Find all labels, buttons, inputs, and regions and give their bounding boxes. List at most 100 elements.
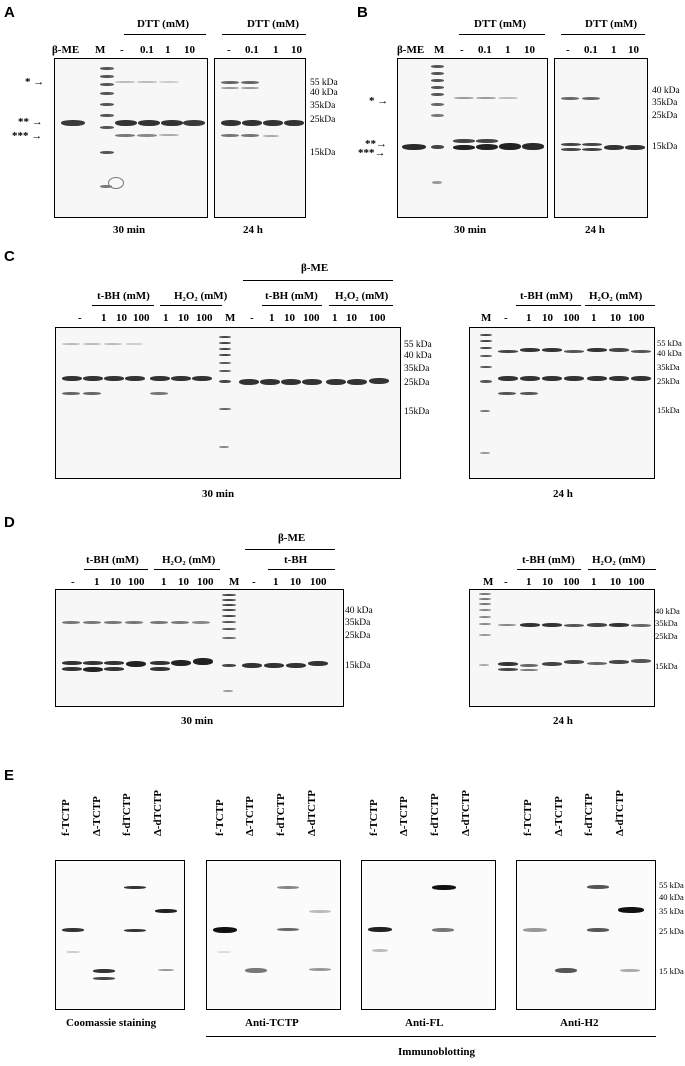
gel-band bbox=[62, 343, 80, 345]
gel-c-24h bbox=[469, 327, 655, 479]
d-mw-15: 15kDa bbox=[345, 661, 371, 671]
a-lane-c4: 0.1 bbox=[245, 44, 259, 56]
e3-lane-label: Δ-dTCTP bbox=[460, 789, 472, 836]
d-h2o2-header: H₂O₂ (mM) bbox=[162, 554, 216, 566]
c2-mw-35: 35kDa bbox=[657, 362, 680, 372]
gel-band bbox=[308, 661, 328, 666]
gel-band bbox=[520, 669, 538, 671]
gel-band bbox=[171, 660, 191, 666]
gel-band bbox=[609, 660, 629, 664]
marker-band bbox=[479, 634, 491, 636]
marker-band bbox=[431, 114, 444, 117]
a-mw-25: 25kDa bbox=[310, 115, 336, 125]
b-time-24: 24 h bbox=[585, 224, 605, 236]
gel-band bbox=[631, 659, 651, 663]
e-caption-coomassie: Coomassie staining bbox=[66, 1017, 157, 1029]
gel-band bbox=[115, 134, 135, 137]
d-lane: 10 bbox=[178, 576, 189, 588]
e4-lane-label: Δ-dTCTP bbox=[614, 789, 626, 836]
gel-band bbox=[561, 143, 581, 146]
gel-band bbox=[498, 662, 518, 666]
blot-e-anti-tctp bbox=[206, 860, 341, 1010]
gel-band bbox=[625, 145, 645, 150]
marker-band bbox=[222, 637, 236, 639]
c2-lane-dash: - bbox=[504, 312, 508, 324]
gel-band bbox=[62, 621, 80, 624]
marker-band bbox=[223, 690, 233, 692]
marker-band bbox=[480, 452, 490, 454]
gel-band bbox=[453, 145, 475, 150]
b-mw-15: 15kDa bbox=[652, 142, 678, 152]
c2-mw-15: 15kDa bbox=[657, 405, 680, 415]
e-mw-40: 40 kDa bbox=[659, 892, 684, 902]
gel-band bbox=[115, 120, 137, 126]
marker-band bbox=[219, 370, 231, 372]
gel-d-30min bbox=[55, 589, 344, 707]
e-mw-55: 55 kDa bbox=[659, 880, 684, 890]
d2-marker-label: M bbox=[483, 576, 494, 588]
gel-band bbox=[604, 145, 624, 150]
gel-band bbox=[561, 97, 579, 100]
d2-mw-35: 35kDa bbox=[655, 618, 678, 628]
gel-band bbox=[161, 120, 183, 126]
marker-band bbox=[479, 598, 491, 600]
d2-lane: 10 bbox=[542, 576, 553, 588]
b-bme-label: β-ME bbox=[397, 44, 425, 56]
gel-band bbox=[124, 886, 146, 889]
d2-time-24: 24 h bbox=[553, 715, 573, 727]
gel-band bbox=[83, 621, 101, 624]
gel-band bbox=[542, 662, 562, 666]
e2-lane-label: Δ-dTCTP bbox=[306, 789, 318, 836]
gel-band bbox=[498, 624, 516, 626]
d-lane: 1 bbox=[161, 576, 167, 588]
gel-band bbox=[159, 81, 179, 83]
marker-band bbox=[432, 181, 442, 184]
c-lane: 100 bbox=[133, 312, 150, 324]
a-arrow-3: *** → bbox=[12, 130, 43, 142]
d2-h2o2-underline bbox=[588, 569, 656, 570]
d2-mw-15: 15kDa bbox=[655, 661, 678, 671]
c-lane: 100 bbox=[369, 312, 386, 324]
c2-marker-label: M bbox=[481, 312, 492, 324]
b-mw-25: 25kDa bbox=[652, 111, 678, 121]
d-bme-underline bbox=[245, 549, 335, 550]
marker-band bbox=[222, 599, 236, 601]
gel-band bbox=[61, 120, 85, 126]
c-bme-group-label: β-ME bbox=[301, 262, 329, 274]
a-lane-c6: 10 bbox=[291, 44, 302, 56]
gel-band bbox=[498, 668, 518, 671]
b-dtt-underline-2 bbox=[561, 34, 645, 35]
gel-band bbox=[520, 623, 540, 627]
c-bme-underline bbox=[243, 280, 393, 281]
marker-band bbox=[479, 616, 491, 618]
c-tbh-header-2: t-BH (mM) bbox=[265, 290, 318, 302]
gel-band bbox=[347, 379, 367, 385]
gel-band bbox=[476, 139, 498, 143]
a-mw-55: 55 kDa bbox=[310, 78, 338, 88]
a-time-30: 30 min bbox=[113, 224, 146, 236]
c-h2o2-header-2: H₂O₂ (mM) bbox=[335, 290, 389, 302]
gel-band bbox=[171, 621, 189, 624]
gel-band bbox=[124, 929, 146, 932]
gel-band bbox=[520, 664, 538, 667]
a-marker-label: M bbox=[95, 44, 106, 56]
e-caption-anti-fl: Anti-FL bbox=[405, 1017, 444, 1029]
e1-lane-label: Δ-dTCTP bbox=[152, 789, 164, 836]
c2-time-24: 24 h bbox=[553, 488, 573, 500]
marker-band bbox=[222, 615, 236, 617]
c-lane: 1 bbox=[163, 312, 169, 324]
marker-band bbox=[219, 362, 231, 364]
a-lane-c1: 0.1 bbox=[140, 44, 154, 56]
gel-band bbox=[192, 621, 210, 624]
b-mw-40: 40 kDa bbox=[652, 86, 680, 96]
gel-band bbox=[150, 661, 170, 665]
gel-band bbox=[263, 135, 279, 137]
c-lane: 1 bbox=[269, 312, 275, 324]
b-lane-c5: 1 bbox=[611, 44, 617, 56]
c-mw-55: 55 kDa bbox=[404, 340, 432, 350]
d2-lane: 100 bbox=[563, 576, 580, 588]
gel-band bbox=[631, 376, 651, 381]
blot-e-coomassie bbox=[55, 860, 185, 1010]
c-lane-dash: - bbox=[78, 312, 82, 324]
gel-band bbox=[104, 667, 124, 671]
